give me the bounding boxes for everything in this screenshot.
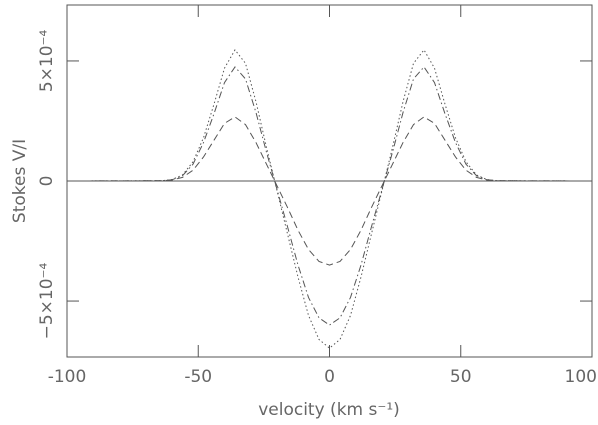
y-tick-label: 0 xyxy=(37,176,57,187)
data-line xyxy=(66,66,593,326)
x-tick-label: -50 xyxy=(184,367,212,387)
data-line xyxy=(66,116,593,266)
y-tick-label: 5×10⁻⁴ xyxy=(37,30,57,93)
x-tick-label: 100 xyxy=(565,367,597,387)
y-axis-label: Stokes V/I xyxy=(10,139,30,223)
x-tick-label: -100 xyxy=(48,367,87,387)
y-tick-label: −5×10⁻⁴ xyxy=(37,263,57,340)
x-tick-label: 50 xyxy=(450,367,472,387)
x-axis-label: velocity (km s⁻¹) xyxy=(258,400,400,420)
data-line xyxy=(66,49,593,349)
x-tick-label: 0 xyxy=(324,367,335,387)
